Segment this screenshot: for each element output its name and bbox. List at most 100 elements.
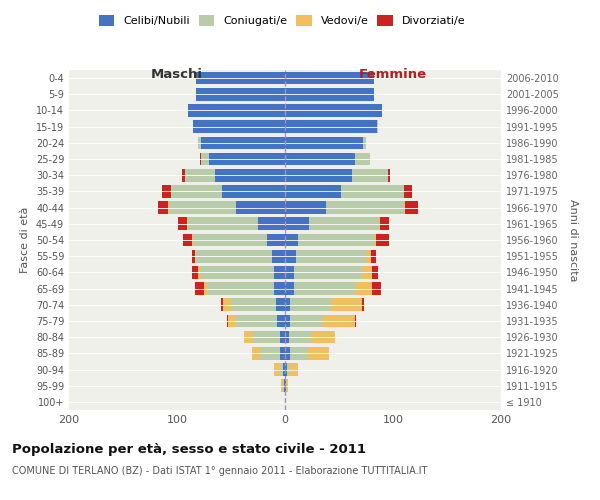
Bar <box>236 314 277 328</box>
Bar <box>376 234 389 246</box>
Bar <box>184 234 192 246</box>
Bar <box>404 202 405 214</box>
Bar <box>293 266 362 278</box>
Bar <box>285 380 286 392</box>
Bar <box>193 120 285 133</box>
Bar <box>201 266 274 278</box>
Bar <box>277 314 285 328</box>
Bar <box>274 266 285 278</box>
Bar <box>251 347 260 360</box>
Legend: Celibi/Nubili, Coniugati/e, Vedovi/e, Divorziati/e: Celibi/Nubili, Coniugati/e, Vedovi/e, Di… <box>94 10 470 30</box>
Bar <box>374 234 376 246</box>
Bar <box>356 282 373 295</box>
Bar <box>285 120 377 133</box>
Bar <box>169 202 236 214</box>
Bar <box>215 169 285 181</box>
Bar <box>355 152 370 166</box>
Bar <box>204 282 207 295</box>
Bar <box>192 250 196 262</box>
Bar <box>272 250 285 262</box>
Bar <box>227 314 228 328</box>
Bar <box>266 234 285 246</box>
Bar <box>286 380 288 392</box>
Bar <box>290 347 308 360</box>
Bar <box>285 250 296 262</box>
Bar <box>355 314 356 328</box>
Bar <box>285 266 293 278</box>
Bar <box>285 136 363 149</box>
Bar <box>404 185 412 198</box>
Y-axis label: Anni di nascita: Anni di nascita <box>568 198 578 281</box>
Bar <box>197 136 201 149</box>
Bar <box>170 185 223 198</box>
Bar <box>298 234 374 246</box>
Bar <box>185 169 215 181</box>
Bar <box>188 218 258 230</box>
Bar <box>285 363 287 376</box>
Bar <box>362 266 373 278</box>
Bar <box>223 185 285 198</box>
Text: COMUNE DI TERLANO (BZ) - Dati ISTAT 1° gennaio 2011 - Elaborazione TUTTITALIA.IT: COMUNE DI TERLANO (BZ) - Dati ISTAT 1° g… <box>12 466 427 476</box>
Bar <box>200 152 201 166</box>
Text: Maschi: Maschi <box>151 68 203 82</box>
Bar <box>196 282 204 295</box>
Bar <box>323 314 355 328</box>
Bar <box>285 234 298 246</box>
Bar <box>285 282 293 295</box>
Text: Femmine: Femmine <box>359 68 427 82</box>
Bar <box>311 331 335 344</box>
Bar <box>178 218 187 230</box>
Bar <box>223 298 231 311</box>
Bar <box>285 202 326 214</box>
Bar <box>280 331 285 344</box>
Bar <box>274 282 285 295</box>
Bar <box>285 331 289 344</box>
Bar <box>201 136 285 149</box>
Bar <box>326 202 404 214</box>
Bar <box>362 298 364 311</box>
Bar <box>182 169 185 181</box>
Bar <box>197 266 201 278</box>
Bar <box>405 202 418 214</box>
Bar <box>285 88 374 101</box>
Bar <box>188 104 285 117</box>
Bar <box>285 185 341 198</box>
Y-axis label: Fasce di età: Fasce di età <box>20 207 30 273</box>
Bar <box>162 185 170 198</box>
Bar <box>285 104 382 117</box>
Bar <box>207 282 274 295</box>
Bar <box>309 218 379 230</box>
Bar <box>285 169 352 181</box>
Bar <box>380 218 389 230</box>
Bar <box>341 185 404 198</box>
Bar <box>285 298 290 311</box>
Bar <box>196 250 272 262</box>
Bar <box>281 380 283 392</box>
Bar <box>289 363 298 376</box>
Bar <box>363 136 366 149</box>
Bar <box>158 202 169 214</box>
Bar <box>201 152 209 166</box>
Bar <box>308 347 329 360</box>
Bar <box>196 88 285 101</box>
Bar <box>280 347 285 360</box>
Bar <box>274 363 280 376</box>
Bar <box>277 298 285 311</box>
Bar <box>293 282 356 295</box>
Bar <box>260 347 280 360</box>
Bar <box>258 218 285 230</box>
Bar <box>331 298 362 311</box>
Bar <box>377 120 378 133</box>
Bar <box>193 234 266 246</box>
Bar <box>196 72 285 85</box>
Bar <box>283 380 284 392</box>
Bar <box>352 169 388 181</box>
Bar <box>231 298 277 311</box>
Bar <box>285 72 374 85</box>
Bar <box>192 234 193 246</box>
Text: Popolazione per età, sesso e stato civile - 2011: Popolazione per età, sesso e stato civil… <box>12 442 366 456</box>
Bar <box>187 218 188 230</box>
Bar <box>373 266 378 278</box>
Bar <box>379 218 380 230</box>
Bar <box>285 347 290 360</box>
